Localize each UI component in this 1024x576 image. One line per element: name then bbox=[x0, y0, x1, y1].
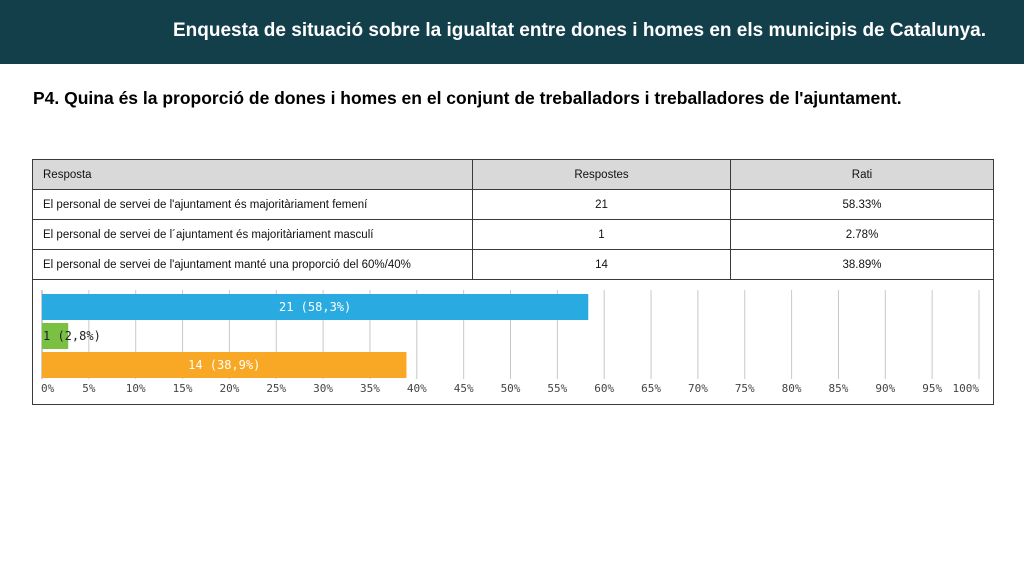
x-tick-label: 10% bbox=[126, 382, 146, 395]
x-tick-label: 60% bbox=[594, 382, 614, 395]
row-count: 14 bbox=[472, 249, 731, 280]
x-tick-label: 100% bbox=[953, 382, 980, 395]
x-tick-label: 20% bbox=[219, 382, 239, 395]
x-tick-label: 55% bbox=[547, 382, 567, 395]
x-tick-label: 35% bbox=[360, 382, 380, 395]
question-title: P4. Quina és la proporció de dones i hom… bbox=[33, 88, 902, 108]
row-answer: El personal de servei de l´ajuntament és… bbox=[32, 219, 473, 250]
x-tick-label: 85% bbox=[829, 382, 849, 395]
x-tick-label: 65% bbox=[641, 382, 661, 395]
bar-chart-svg: 0% 5% 10% 15% 20% 25% 30% 35% 40% 45% 50% 55% 60% 65%… bbox=[41, 290, 980, 395]
row-answer: El personal de servei de l'ajuntament ma… bbox=[32, 249, 473, 280]
x-tick-label: 15% bbox=[173, 382, 193, 395]
bar-data-label: 14 (38,9%) bbox=[188, 358, 260, 372]
x-tick-label: 0% bbox=[41, 382, 55, 395]
x-tick-label: 50% bbox=[501, 382, 521, 395]
x-tick-label: 70% bbox=[688, 382, 708, 395]
x-tick-label: 90% bbox=[875, 382, 895, 395]
row-rate: 2.78% bbox=[730, 219, 994, 250]
table-header-row: Resposta Respostes Rati bbox=[32, 159, 994, 190]
x-tick-label: 30% bbox=[313, 382, 333, 395]
x-tick-label: 25% bbox=[266, 382, 286, 395]
x-tick-label: 40% bbox=[407, 382, 427, 395]
bar-data-label: 1 (2,8%) bbox=[43, 329, 101, 343]
x-tick-label: 95% bbox=[922, 382, 942, 395]
table-row: El personal de servei de l´ajuntament és… bbox=[32, 219, 994, 250]
results-table: Resposta Respostes Rati El personal de s… bbox=[32, 159, 994, 280]
row-answer: El personal de servei de l'ajuntament és… bbox=[32, 189, 473, 220]
header-bar: Enquesta de situació sobre la igualtat e… bbox=[0, 0, 1024, 64]
bar-data-label: 21 (58,3%) bbox=[279, 300, 351, 314]
x-tick-label: 75% bbox=[735, 382, 755, 395]
table-row: El personal de servei de l'ajuntament és… bbox=[32, 189, 994, 220]
bar-chart: 0% 5% 10% 15% 20% 25% 30% 35% 40% 45% 50% 55% 60% 65%… bbox=[32, 279, 994, 405]
row-count: 21 bbox=[472, 189, 731, 220]
bar bbox=[42, 294, 589, 320]
x-tick-label: 80% bbox=[782, 382, 802, 395]
row-rate: 58.33% bbox=[730, 189, 994, 220]
bar bbox=[42, 323, 69, 349]
x-tick-label: 5% bbox=[82, 382, 96, 395]
header-resposta: Resposta bbox=[32, 159, 473, 190]
row-count: 1 bbox=[472, 219, 731, 250]
bar bbox=[42, 352, 407, 378]
x-tick-label: 45% bbox=[454, 382, 474, 395]
page-title: Enquesta de situació sobre la igualtat e… bbox=[173, 20, 986, 41]
header-rati: Rati bbox=[730, 159, 994, 190]
row-rate: 38.89% bbox=[730, 249, 994, 280]
header-respostes: Respostes bbox=[472, 159, 731, 190]
table-row: El personal de servei de l'ajuntament ma… bbox=[32, 249, 994, 280]
